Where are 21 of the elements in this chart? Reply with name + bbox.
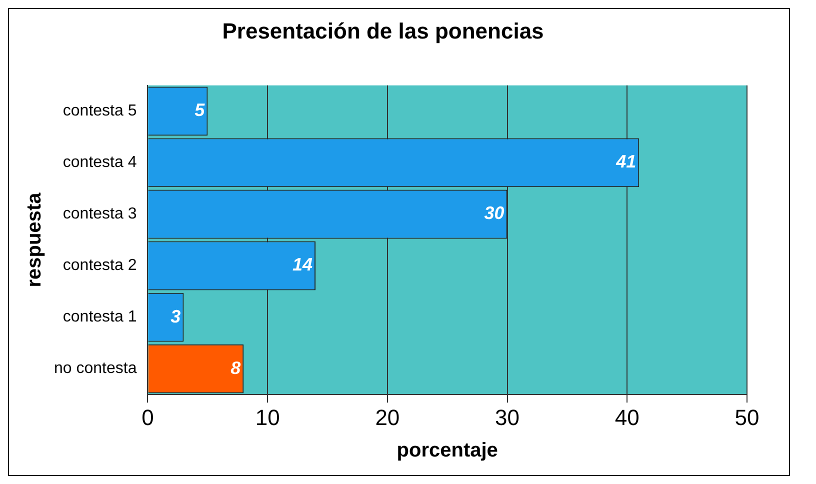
data-label: 14 [292,254,313,275]
y-tick-label: contesta 2 [62,257,137,274]
chart-title: Presentación de las ponencias [222,18,544,44]
x-tick-label: 50 [734,404,760,430]
y-axis-title: respuesta [24,192,46,288]
x-tick-label: 30 [495,404,520,430]
x-tick-label: 40 [614,404,640,430]
data-label: 41 [615,152,636,172]
data-label: 3 [170,306,181,326]
x-tick-label: 10 [255,404,280,430]
x-axis-title: porcentaje [396,440,498,462]
y-tick-label: no contesta [54,360,137,378]
y-tick-label: contesta 4 [62,154,137,172]
y-tick-label: contesta 3 [62,206,137,223]
data-label: 30 [484,203,504,224]
x-tick-label: 0 [142,404,154,430]
y-tick-label: contesta 5 [62,102,137,120]
data-label: 8 [230,358,241,378]
data-label: 5 [194,100,206,120]
x-tick-label: 20 [375,404,400,430]
y-tick-label: contesta 1 [62,308,137,326]
